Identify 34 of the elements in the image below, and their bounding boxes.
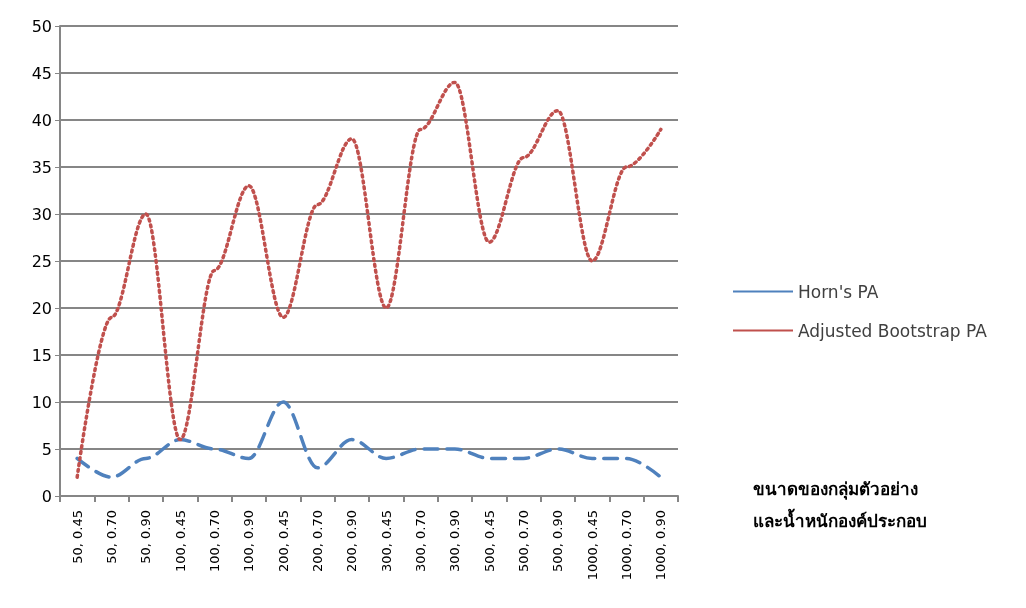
- x-tick-label: 50, 0.70: [104, 510, 119, 564]
- x-tick-label: 300, 0.90: [447, 510, 463, 573]
- x-tick-label: 1000, 0.90: [653, 510, 669, 581]
- x-axis-title: ขนาดของกลุ่มตัวอย่าง และน้ำหนักองค์ประกอบ: [753, 479, 927, 531]
- x-tick-label: 300, 0.70: [413, 510, 428, 573]
- x-tick-label: 200, 0.90: [344, 510, 360, 573]
- x-tick-label: 1000, 0.45: [584, 510, 600, 581]
- x-tick-label: 50, 0.90: [138, 510, 154, 564]
- x-tick-label: 100, 0.70: [207, 510, 222, 573]
- x-tick-label: 200, 0.45: [275, 510, 291, 573]
- y-tick-label: 35: [31, 157, 52, 177]
- y-tick-label: 25: [31, 251, 52, 271]
- y-tick-label: 0: [41, 486, 52, 506]
- y-tick-label: 50: [31, 16, 52, 36]
- legend-label: Horn's PA: [798, 281, 879, 302]
- y-tick-label: 15: [31, 345, 52, 365]
- x-tick-label: 300, 0.45: [378, 510, 394, 573]
- x-tick-label: 200, 0.70: [310, 510, 325, 573]
- x-tick-label: 500, 0.45: [481, 510, 497, 573]
- x-tick-label: 100, 0.45: [172, 510, 188, 573]
- line-series: [75, 400, 663, 479]
- y-tick-label: 20: [31, 298, 52, 318]
- y-tick-label: 5: [41, 439, 52, 459]
- y-tick-label: 10: [31, 392, 52, 412]
- x-tick-label: 500, 0.70: [516, 510, 531, 573]
- x-tick-label: 50, 0.45: [69, 510, 85, 564]
- y-tick-label: 30: [31, 204, 52, 224]
- x-tick-label: 100, 0.90: [241, 510, 257, 573]
- line-series: [75, 80, 663, 479]
- x-tick-label: 1000, 0.70: [619, 510, 634, 581]
- x-tick-label: 500, 0.90: [550, 510, 566, 573]
- legend-label: Adjusted Bootstrap PA: [798, 320, 988, 341]
- y-tick-label: 45: [31, 63, 52, 83]
- y-tick-label: 40: [31, 110, 52, 130]
